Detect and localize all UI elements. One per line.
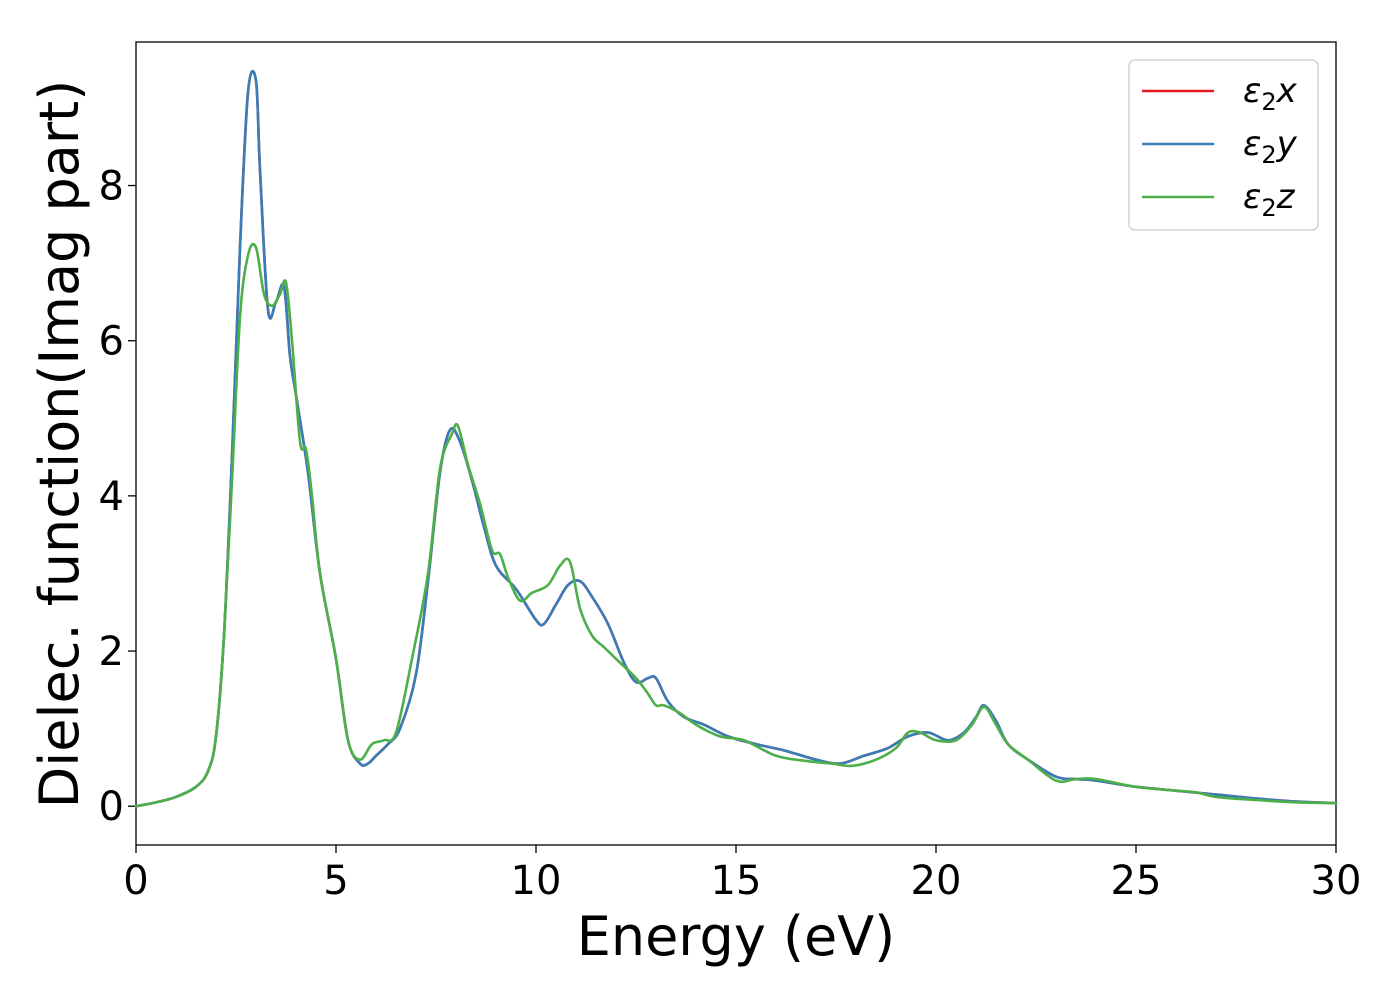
x-tick-label: 30 — [1311, 858, 1362, 904]
x-tick-label: 25 — [1111, 858, 1162, 904]
x-axis-title: Energy (eV) — [577, 905, 896, 968]
x-tick-label: 5 — [323, 858, 348, 904]
legend-label-z: ε2z — [1243, 177, 1296, 222]
x-tick-label: 20 — [911, 858, 962, 904]
x-tick-label: 15 — [711, 858, 762, 904]
series-line-z — [134, 242, 1338, 808]
x-tick-label: 0 — [123, 858, 148, 904]
legend-label-y: ε2y — [1243, 124, 1298, 169]
legend-label-x: ε2x — [1243, 71, 1298, 116]
y-tick-label: 6 — [99, 319, 124, 365]
y-tick-label: 0 — [99, 784, 124, 830]
y-tick-label: 4 — [99, 474, 124, 520]
legend: ε2x ε2y ε2z — [1128, 59, 1319, 231]
y-tick-label: 2 — [99, 629, 124, 675]
y-axis-title: Dielec. function(Imag part) — [28, 80, 91, 809]
x-axis-ticks: 0 5 10 15 20 25 30 — [123, 845, 1361, 904]
legend-frame — [1128, 59, 1319, 231]
y-tick-label: 8 — [99, 164, 124, 210]
x-tick-label: 10 — [511, 858, 562, 904]
y-axis-ticks: 0 2 4 6 8 — [99, 164, 136, 830]
series-layer — [134, 70, 1338, 808]
